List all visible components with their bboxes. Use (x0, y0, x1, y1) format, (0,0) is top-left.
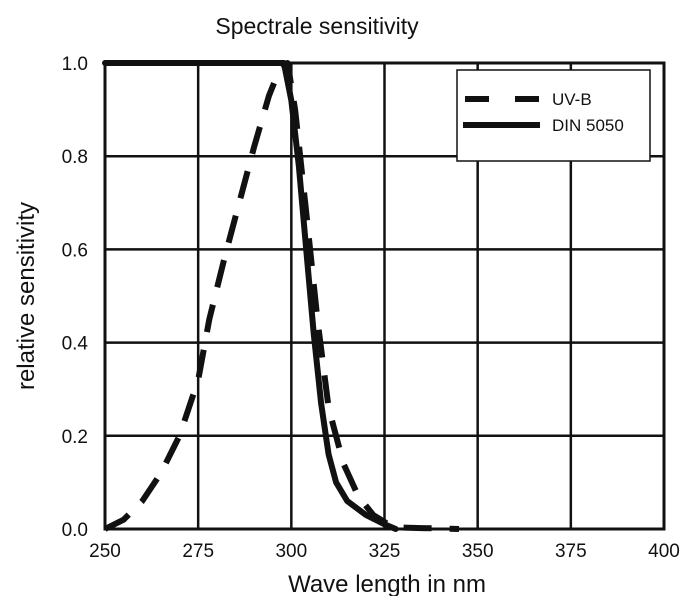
y-axis-title: relative sensitivity (13, 202, 40, 390)
y-tick-label: 0.6 (62, 240, 88, 261)
x-tick-label: 375 (555, 541, 587, 562)
x-tick-label: 400 (648, 541, 680, 562)
series-layer (105, 63, 459, 529)
x-tick-label: 300 (275, 541, 307, 562)
x-tick-label: 250 (89, 541, 121, 562)
series-line-uvb (105, 63, 459, 529)
chart-title: Spectrale sensitivity (215, 13, 419, 39)
x-axis-title: Wave length in nm (288, 571, 486, 596)
legend-label-uvb: UV-B (552, 90, 592, 109)
x-tick-label: 325 (369, 541, 401, 562)
legend-label-din: DIN 5050 (552, 116, 624, 135)
legend: UV-B DIN 5050 (457, 70, 650, 161)
y-tick-label: 0.2 (62, 427, 88, 448)
y-tick-label: 0.4 (62, 334, 89, 355)
x-tick-label: 275 (182, 541, 214, 562)
series-line-din-5050 (105, 63, 396, 529)
x-tick-label: 350 (462, 541, 494, 562)
y-tick-label: 0.8 (62, 147, 88, 168)
y-tick-label: 0.0 (62, 520, 88, 541)
y-tick-label: 1.0 (62, 54, 88, 75)
